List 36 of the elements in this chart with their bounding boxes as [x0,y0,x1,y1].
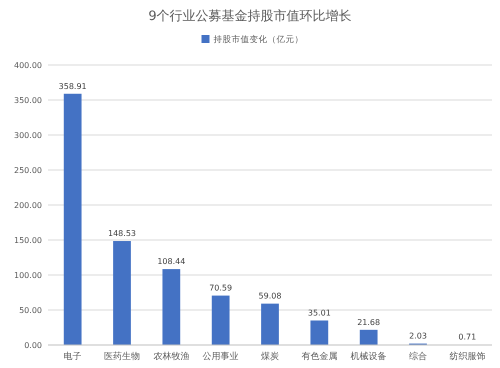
bar [360,330,378,345]
data-label: 70.59 [209,284,232,293]
y-tick-label: 50.00 [19,306,42,315]
y-tick-label: 150.00 [14,236,42,245]
y-tick-label: 100.00 [14,271,42,280]
x-tick-label: 煤炭 [261,351,279,362]
y-tick-label: 350.00 [14,96,42,105]
x-tick-label: 机械设备 [350,351,387,362]
data-label: 59.08 [258,292,282,301]
bar [64,94,82,345]
x-tick-label: 纺织服饰 [449,351,486,362]
y-tick-label: 200.00 [14,201,42,210]
data-label: 358.91 [58,82,87,91]
x-tick-label: 农林牧渔 [153,351,190,362]
y-tick-label: 300.00 [14,131,42,140]
bar [261,304,279,345]
data-label: 108.44 [157,257,186,266]
chart-title: 9个行业公募基金持股市值环比增长 [148,9,352,24]
x-tick-label: 综合 [409,351,427,362]
data-label: 0.71 [458,332,476,342]
y-tick-label: 250.00 [14,166,42,175]
bar [310,320,328,345]
y-tick-label: 400.00 [14,61,42,70]
x-tick-label: 公用事业 [202,351,239,362]
bar [113,241,131,345]
legend-label: 持股市值变化（亿元） [214,34,304,45]
x-tick-label: 医药生物 [104,351,140,362]
data-label: 35.01 [308,308,331,318]
bar [162,269,180,345]
x-tick-label: 有色金属 [301,351,338,362]
data-label: 2.03 [409,332,427,341]
x-tick-label: 电子 [64,351,82,362]
data-label: 21.68 [357,318,380,327]
bar [212,296,230,345]
y-tick-label: 0.00 [24,341,42,350]
data-label: 148.53 [108,229,136,238]
